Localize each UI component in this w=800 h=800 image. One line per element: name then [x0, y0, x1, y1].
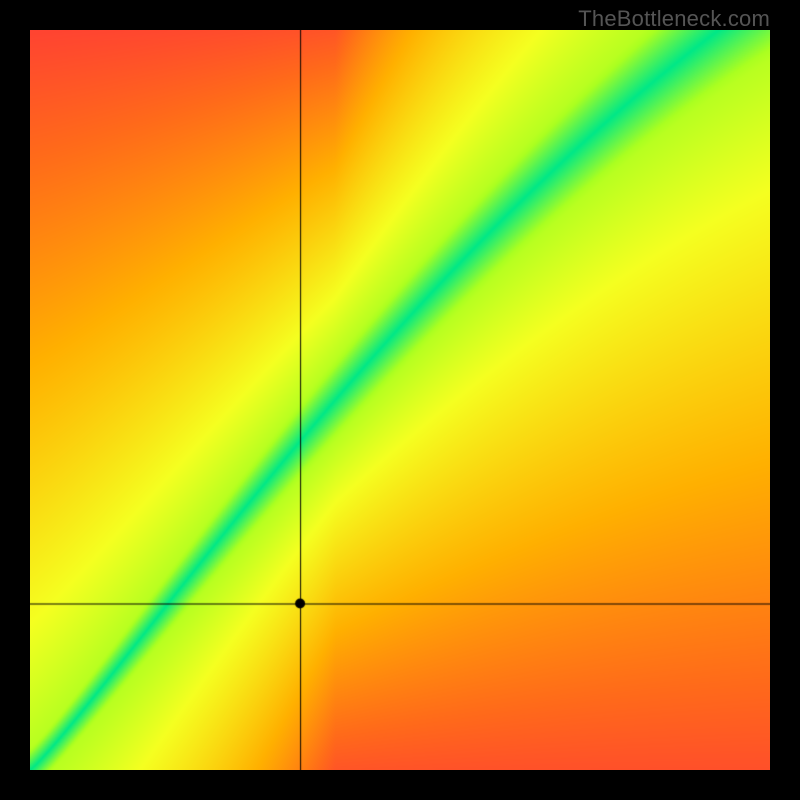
chart-container: TheBottleneck.com: [0, 0, 800, 800]
watermark-text: TheBottleneck.com: [578, 6, 770, 32]
crosshair-overlay: [30, 30, 770, 770]
